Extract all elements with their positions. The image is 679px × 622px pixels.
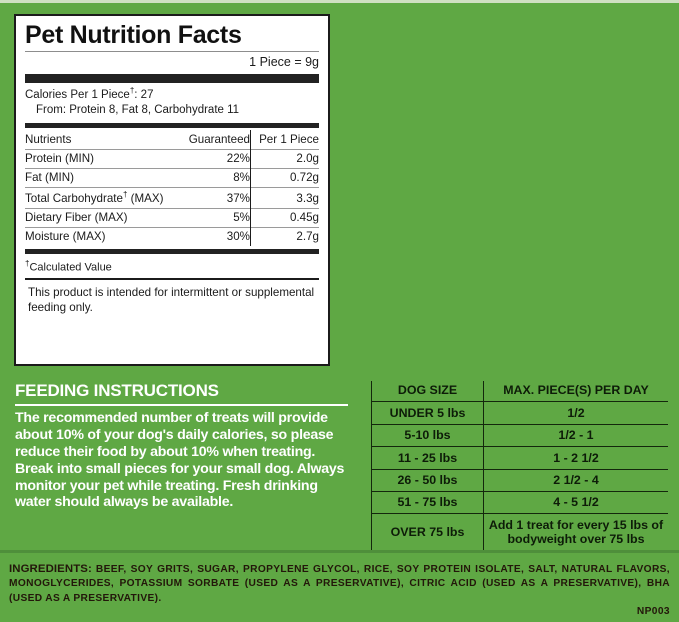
dog-size-value: UNDER 5 lbs [371, 401, 484, 425]
divider-thick-2 [25, 123, 319, 129]
nutrient-guaranteed: 30% [188, 226, 251, 246]
table-row: 51 - 75 lbs 4 - 5 1/2 [371, 491, 668, 515]
max-pieces-value: Add 1 treat for every 15 lbs of bodyweig… [488, 517, 664, 547]
divider-thick-3 [25, 248, 319, 254]
feeding-instructions-section: FEEDING INSTRUCTIONS The recommended num… [15, 381, 348, 511]
max-pieces-value: 2 1/2 - 4 [483, 469, 668, 492]
table-row: Protein (MIN) 22% 2.0g [25, 148, 319, 169]
nutrients-table: Nutrients Guaranteed Per 1 Piece Protein… [25, 130, 319, 246]
ingredients-text-block: INGREDIENTS: BEEF, SOY GRITS, SUGAR, PRO… [9, 561, 670, 606]
divider-medium [25, 278, 319, 281]
nutrient-guaranteed: 8% [188, 167, 251, 188]
nutrient-per-piece: 3.3g [250, 186, 319, 209]
table-row: Dietary Fiber (MAX) 5% 0.45g [25, 207, 319, 228]
col-header-nutrients: Nutrients [25, 132, 72, 146]
divider-thin-top [25, 51, 319, 52]
nutrition-facts-title: Pet Nutrition Facts [25, 21, 242, 49]
dog-size-header-row: DOG SIZE MAX. PIECE(S) PER DAY [371, 381, 668, 403]
nutrient-per-piece: 2.7g [250, 226, 319, 246]
footnote: †Calculated Value [25, 256, 319, 277]
table-row: Moisture (MAX) 30% 2.7g [25, 226, 319, 246]
carb-dagger: † [122, 190, 128, 200]
nutrient-name: Dietary Fiber (MAX) [25, 207, 188, 228]
ingredients-label: INGREDIENTS: [9, 563, 92, 575]
feeding-instructions-heading: FEEDING INSTRUCTIONS [15, 381, 219, 400]
calories-from: From: Protein 8, Fat 8, Carbohydrate 11 [36, 104, 240, 116]
dog-size-value: 5-10 lbs [371, 424, 484, 448]
nutrition-facts-panel: Pet Nutrition Facts 1 Piece = 9g Calorie… [14, 14, 330, 366]
table-row: 5-10 lbs 1/2 - 1 [371, 424, 668, 448]
calories-block: Calories Per 1 Piece†: 27 From: Protein … [25, 85, 319, 120]
dog-size-table: DOG SIZE MAX. PIECE(S) PER DAY UNDER 5 l… [371, 381, 669, 551]
max-pieces-value: 1 - 2 1/2 [483, 446, 668, 470]
nutrients-header-row: Nutrients Guaranteed Per 1 Piece [25, 130, 319, 150]
nutrient-name: Moisture (MAX) [25, 226, 188, 246]
calories-value: : 27 [134, 88, 154, 101]
nutrient-name: Total Carbohydrate† (MAX) [25, 186, 188, 209]
max-pieces-value: 1/2 - 1 [483, 424, 668, 448]
footnote-dagger: † [25, 258, 30, 268]
dog-size-value: OVER 75 lbs [371, 513, 484, 551]
col-header-guaranteed: Guaranteed [188, 132, 250, 146]
dog-size-value: 26 - 50 lbs [371, 469, 484, 492]
divider-thick-1 [25, 74, 319, 83]
heading-underline [15, 404, 348, 406]
table-row: Fat (MIN) 8% 0.72g [25, 167, 319, 188]
feeding-instructions-body: The recommended number of treats will pr… [15, 410, 345, 511]
ingredients-strip: INGREDIENTS: BEEF, SOY GRITS, SUGAR, PRO… [0, 550, 679, 622]
nutrient-name: Fat (MIN) [25, 167, 188, 188]
serving-size: 1 Piece = 9g [249, 55, 319, 69]
ingredients-list: BEEF, SOY GRITS, SUGAR, PROPYLENE GLYCOL… [9, 564, 670, 604]
nutrient-per-piece: 0.45g [250, 207, 319, 228]
table-row: 11 - 25 lbs 1 - 2 1/2 [371, 446, 668, 470]
nutrient-per-piece: 2.0g [250, 148, 319, 169]
nutrient-name-suffix: (MAX) [127, 192, 164, 206]
nutrient-guaranteed: 22% [188, 148, 251, 169]
nutrient-per-piece: 0.72g [250, 167, 319, 188]
nutrient-name-text: Total Carbohydrate [25, 192, 123, 206]
nutrient-guaranteed: 5% [188, 207, 251, 228]
table-row: Total Carbohydrate† (MAX) 37% 3.3g [25, 186, 319, 209]
col-header-per-piece: Per 1 Piece [250, 130, 319, 150]
header-dog-size: DOG SIZE [371, 381, 484, 403]
max-pieces-value: 1/2 [483, 401, 668, 425]
dog-size-value: 51 - 75 lbs [371, 491, 484, 515]
label-canvas: Pet Nutrition Facts 1 Piece = 9g Calorie… [0, 3, 679, 622]
header-max-pieces: MAX. PIECE(S) PER DAY [483, 381, 668, 403]
calories-label: Calories Per 1 Piece [25, 88, 130, 101]
feeding-disclaimer: This product is intended for intermitten… [28, 286, 315, 314]
table-row: OVER 75 lbs Add 1 treat for every 15 lbs… [371, 513, 669, 551]
max-pieces-value: 4 - 5 1/2 [483, 491, 668, 515]
table-row: 26 - 50 lbs 2 1/2 - 4 [371, 469, 668, 492]
table-row: UNDER 5 lbs 1/2 [371, 401, 668, 425]
footnote-text: Calculated Value [29, 261, 112, 274]
nutrient-name: Protein (MIN) [25, 148, 188, 169]
dog-size-value: 11 - 25 lbs [371, 446, 484, 470]
calories-dagger: † [129, 86, 135, 95]
nutrient-guaranteed: 37% [188, 186, 251, 209]
product-code: NP003 [636, 606, 670, 618]
